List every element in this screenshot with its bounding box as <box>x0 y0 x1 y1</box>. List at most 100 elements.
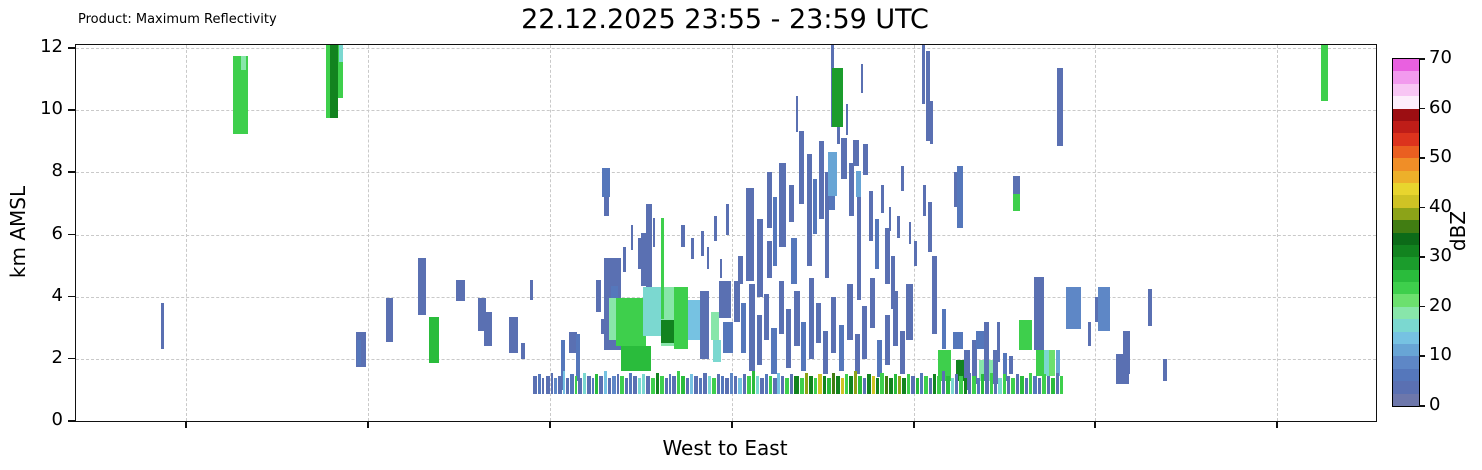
reflectivity-bar <box>418 257 426 316</box>
reflectivity-bar <box>694 375 698 394</box>
reflectivity-bar <box>841 377 844 394</box>
reflectivity-bar <box>638 237 641 269</box>
reflectivity-bar <box>876 377 879 394</box>
y-axis-tick-mark <box>68 420 75 422</box>
reflectivity-bar <box>241 55 246 70</box>
reflectivity-bar <box>357 340 361 366</box>
reflectivity-bar <box>653 217 655 247</box>
reflectivity-bar <box>563 371 565 394</box>
reflectivity-bar <box>847 284 853 341</box>
reflectivity-bar <box>1056 372 1059 394</box>
colorbar-segment <box>1393 58 1419 72</box>
reflectivity-bar <box>809 375 813 394</box>
reflectivity-bar <box>1066 287 1081 330</box>
reflectivity-bar <box>633 375 637 394</box>
colorbar-segment <box>1393 318 1419 332</box>
reflectivity-bar <box>746 187 754 282</box>
colorbar-segment <box>1393 83 1419 97</box>
reflectivity-bar <box>796 96 798 132</box>
reflectivity-bar <box>604 371 607 394</box>
reflectivity-bar <box>855 334 860 375</box>
reflectivity-bar <box>839 324 844 372</box>
reflectivity-bar <box>827 377 831 394</box>
reflectivity-bar <box>1034 276 1044 350</box>
reflectivity-bar <box>885 228 890 285</box>
reflectivity-bar <box>863 377 866 394</box>
reflectivity-bar <box>1011 377 1015 394</box>
reflectivity-bar <box>829 195 835 210</box>
reflectivity-bar <box>897 215 900 238</box>
reflectivity-bar <box>920 372 923 394</box>
reflectivity-bar <box>893 290 898 347</box>
reflectivity-bar <box>484 312 492 347</box>
reflectivity-bar <box>1019 320 1032 350</box>
colorbar-tick-label: 0 <box>1429 394 1441 415</box>
reflectivity-bar <box>542 377 544 394</box>
reflectivity-bar <box>756 375 759 394</box>
colorbar <box>1392 58 1420 407</box>
reflectivity-bar <box>538 374 541 394</box>
reflectivity-bar <box>773 197 777 266</box>
reflectivity-bar <box>863 144 868 176</box>
reflectivity-bar <box>714 215 717 241</box>
grid-line-horizontal <box>76 172 1376 174</box>
reflectivity-bar <box>909 222 911 244</box>
reflectivity-bar <box>660 375 664 394</box>
reflectivity-bar <box>779 281 784 334</box>
reflectivity-bar <box>509 316 518 353</box>
grid-line-horizontal <box>76 421 1376 422</box>
reflectivity-bar <box>805 372 808 394</box>
reflectivity-bar <box>794 290 800 347</box>
reflectivity-bar <box>885 375 888 394</box>
reflectivity-bar <box>861 63 863 94</box>
reflectivity-bar <box>942 371 945 394</box>
reflectivity-bar <box>1029 372 1032 394</box>
x-axis-tick-mark <box>185 421 187 428</box>
reflectivity-bar <box>930 100 933 145</box>
reflectivity-bar <box>730 372 733 394</box>
colorbar-tick-label: 40 <box>1429 195 1452 217</box>
reflectivity-bar <box>800 377 804 394</box>
reflectivity-bar <box>1003 352 1007 381</box>
reflectivity-bar <box>713 340 721 362</box>
reflectivity-bar <box>916 377 919 394</box>
reflectivity-bar <box>922 45 925 104</box>
reflectivity-bar <box>813 178 817 235</box>
reflectivity-bar <box>686 377 689 394</box>
reflectivity-bar <box>964 377 967 394</box>
chart-title: 22.12.2025 23:55 - 23:59 UTC <box>521 4 929 35</box>
grid-line-vertical <box>1277 45 1278 421</box>
reflectivity-bar <box>891 256 895 310</box>
reflectivity-bar <box>841 138 847 179</box>
reflectivity-bar <box>721 375 724 394</box>
reflectivity-bar <box>881 184 884 213</box>
reflectivity-bar <box>836 375 840 394</box>
reflectivity-bar <box>546 375 550 394</box>
colorbar-segment <box>1393 281 1419 295</box>
reflectivity-bar <box>599 375 603 394</box>
grid-line-horizontal <box>76 48 1376 50</box>
y-axis-tick-mark <box>68 233 75 236</box>
reflectivity-bar <box>646 375 650 394</box>
reflectivity-bar <box>707 247 709 269</box>
reflectivity-bar <box>1047 375 1050 394</box>
reflectivity-bar <box>870 278 875 328</box>
reflectivity-bar <box>777 372 780 394</box>
reflectivity-bar <box>972 375 976 394</box>
reflectivity-bar <box>794 375 799 394</box>
reflectivity-bar <box>719 281 731 319</box>
reflectivity-bar <box>672 375 676 394</box>
reflectivity-bar <box>857 197 861 300</box>
reflectivity-bar <box>1148 288 1152 327</box>
reflectivity-bar <box>708 375 711 394</box>
colorbar-segment <box>1393 355 1419 369</box>
plot-area <box>75 44 1377 422</box>
reflectivity-bar <box>914 240 917 266</box>
reflectivity-bar <box>723 321 733 353</box>
reflectivity-bar <box>690 374 693 394</box>
reflectivity-bar <box>699 377 702 394</box>
grid-line-vertical <box>1095 45 1096 421</box>
colorbar-segment <box>1393 380 1419 394</box>
reflectivity-bar <box>953 332 963 350</box>
reflectivity-bar <box>326 45 332 118</box>
